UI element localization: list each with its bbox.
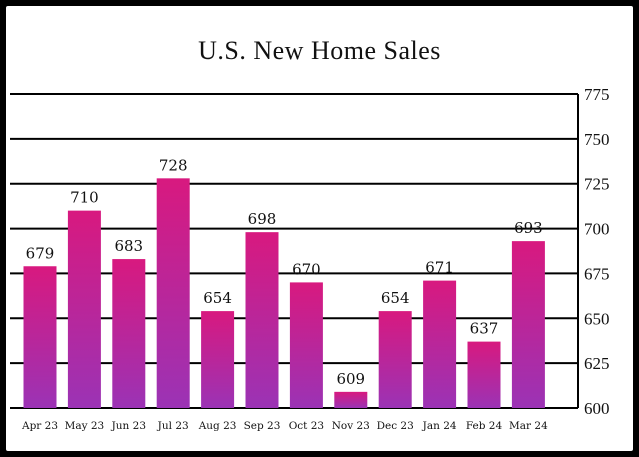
bar <box>467 341 501 408</box>
y-tick-label: 675 <box>584 264 610 283</box>
bar <box>334 391 368 408</box>
bar <box>245 232 279 408</box>
bar <box>511 241 545 408</box>
x-tick-label: May 23 <box>65 420 105 432</box>
chart-frame: U.S. New Home Sales 679 710 683 728 654 698 67… <box>6 6 633 451</box>
data-label: 671 <box>425 259 454 277</box>
x-tick-label: Jan 24 <box>422 420 457 432</box>
x-tick-label: Jun 23 <box>111 420 146 432</box>
bar <box>378 311 412 408</box>
y-tick-label: 600 <box>584 399 610 418</box>
x-tick-label: Sep 23 <box>244 420 281 432</box>
data-label: 728 <box>159 156 188 174</box>
x-tick-label: Nov 23 <box>332 420 370 432</box>
data-label: 637 <box>470 320 499 338</box>
data-label: 654 <box>203 289 232 307</box>
data-label: 693 <box>514 219 543 237</box>
bar <box>67 210 101 408</box>
y-tick-label: 725 <box>584 175 610 194</box>
bar <box>23 266 57 408</box>
bars <box>23 178 545 408</box>
bar <box>201 311 235 408</box>
x-tick-label: Apr 23 <box>21 420 58 432</box>
y-axis-ticks: 600 625 650 675 700 725 750 775 <box>584 85 610 418</box>
x-axis-ticks: Apr 23 May 23 Jun 23 Jul 23 Aug 23 Sep 23 Oct … <box>21 420 548 432</box>
y-tick-label: 625 <box>584 354 610 373</box>
y-tick-label: 750 <box>584 130 610 149</box>
y-tick-label: 775 <box>584 85 610 104</box>
data-label: 609 <box>336 370 365 388</box>
bar-chart: 679 710 683 728 654 698 670 609 654 671 637 693 600… <box>10 85 610 432</box>
x-tick-label: Oct 23 <box>289 420 324 432</box>
data-label: 698 <box>248 210 277 228</box>
chart-title: U.S. New Home Sales <box>198 36 441 65</box>
x-tick-label: Feb 24 <box>466 420 503 432</box>
data-labels: 679 710 683 728 654 698 670 609 654 671 637 693 <box>26 156 543 388</box>
x-tick-label: Jul 23 <box>157 420 189 432</box>
x-tick-label: Mar 24 <box>509 420 548 432</box>
bar <box>156 178 190 408</box>
data-label: 654 <box>381 289 410 307</box>
bar <box>289 282 323 408</box>
bar <box>112 259 146 408</box>
data-label: 670 <box>292 260 321 278</box>
data-label: 710 <box>70 189 99 207</box>
data-label: 679 <box>26 244 55 262</box>
bar <box>423 280 457 408</box>
x-tick-label: Aug 23 <box>198 420 237 432</box>
y-tick-label: 700 <box>584 220 610 239</box>
x-tick-label: Dec 23 <box>377 420 414 432</box>
y-tick-label: 650 <box>584 309 610 328</box>
data-label: 683 <box>114 237 143 255</box>
